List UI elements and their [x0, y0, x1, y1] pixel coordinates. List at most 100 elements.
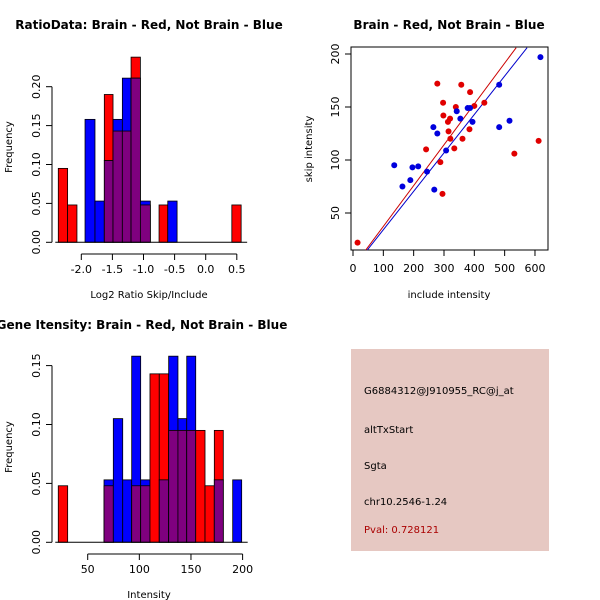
- ratio-histogram-ylabel: Frequency: [4, 121, 15, 173]
- x-tick-label: 400: [464, 262, 485, 275]
- point-not-brain: [399, 183, 406, 190]
- gene-symbol: Sgta: [364, 461, 387, 472]
- bar-brain: [158, 204, 169, 243]
- point-brain: [354, 239, 361, 246]
- point-not-brain: [431, 186, 438, 193]
- x-tick-label: 0.5: [228, 263, 246, 276]
- bar-not-brain: [122, 479, 133, 543]
- point-brain: [535, 137, 542, 144]
- point-brain: [439, 190, 446, 197]
- x-tick-label: 500: [494, 262, 515, 275]
- bar-overlap: [168, 429, 179, 543]
- point-brain: [437, 159, 444, 166]
- bar-overlap: [103, 160, 114, 243]
- y-tick-label: 150: [329, 97, 342, 118]
- p-value: Pval: 0.728121: [364, 525, 440, 536]
- bar-brain: [57, 485, 69, 543]
- point-brain: [447, 135, 454, 142]
- bar-brain: [57, 167, 69, 243]
- y-tick-label: 0.20: [30, 74, 43, 99]
- event-type: altTxStart: [364, 425, 414, 436]
- bar-not-brain: [232, 479, 243, 543]
- point-brain: [440, 99, 447, 106]
- bar-brain: [103, 94, 114, 162]
- bar-brain: [158, 373, 170, 481]
- point-brain: [481, 99, 488, 106]
- x-tick-label: 300: [433, 262, 454, 275]
- y-tick-label: 0.00: [30, 530, 43, 555]
- y-tick-label: 0.05: [30, 471, 43, 496]
- probe-id: G6884312@J910955_RC@j_at: [364, 386, 514, 397]
- y-tick-label: 100: [329, 150, 342, 171]
- x-tick-label: 150: [180, 563, 201, 576]
- ratio-histogram-title: RatioData: Brain - Red, Not Brain - Blue: [15, 18, 282, 32]
- x-tick-label: 0.0: [197, 263, 215, 276]
- intensity-scatter: Brain - Red, Not Brain - Blue include in…: [304, 18, 549, 301]
- point-not-brain: [415, 163, 422, 170]
- bar-overlap: [112, 130, 123, 243]
- point-not-brain: [434, 130, 441, 137]
- bar-not-brain: [167, 200, 178, 243]
- point-not-brain: [467, 105, 474, 112]
- bar-brain: [213, 429, 224, 481]
- point-not-brain: [409, 164, 416, 171]
- point-not-brain: [424, 168, 431, 175]
- bar-overlap: [103, 485, 114, 543]
- point-brain: [423, 146, 430, 153]
- point-not-brain: [469, 118, 476, 125]
- probe-info-panel: G6884312@J910955_RC@j_at altTxStart Sgta…: [351, 349, 549, 551]
- x-tick-label: 200: [403, 262, 424, 275]
- x-tick-label: 100: [373, 262, 394, 275]
- x-tick-label: 600: [524, 262, 545, 275]
- x-tick-label: -2.0: [71, 263, 92, 276]
- intensity-histogram-ylabel: Frequency: [4, 421, 15, 473]
- bar-overlap: [130, 77, 141, 243]
- x-tick-label: 200: [232, 563, 253, 576]
- point-not-brain: [457, 115, 464, 122]
- point-not-brain: [391, 162, 398, 169]
- point-brain: [434, 80, 441, 87]
- bar-brain: [204, 485, 215, 543]
- regression-line-brain: [365, 47, 517, 251]
- y-tick-label: 50: [329, 206, 342, 220]
- bar-brain: [130, 56, 141, 79]
- bar-overlap: [131, 485, 142, 543]
- point-not-brain: [496, 124, 503, 131]
- y-tick-label: 200: [329, 44, 342, 65]
- bar-not-brain: [94, 200, 105, 243]
- y-tick-label: 0.05: [30, 191, 43, 216]
- y-tick-label: 0.15: [30, 353, 43, 378]
- bar-brain: [67, 204, 78, 243]
- y-tick-label: 0.10: [30, 152, 43, 177]
- point-brain: [444, 118, 451, 125]
- point-not-brain: [430, 124, 437, 131]
- point-brain: [458, 81, 465, 88]
- x-tick-label: -0.5: [164, 263, 185, 276]
- point-brain: [459, 135, 466, 142]
- x-tick-label: -1.0: [133, 263, 154, 276]
- y-tick-label: 0.00: [30, 230, 43, 255]
- scatter-plot-box: [350, 46, 549, 251]
- point-brain: [511, 150, 518, 157]
- point-brain: [445, 128, 452, 135]
- x-tick-label: 50: [81, 563, 95, 576]
- point-not-brain: [453, 108, 460, 115]
- point-brain: [467, 89, 474, 96]
- genomic-location: chr10.2546-1.24: [364, 497, 448, 508]
- x-tick-label: 0: [350, 262, 357, 275]
- intensity-histogram-xlabel: Intensity: [127, 590, 171, 600]
- bar-not-brain: [112, 418, 124, 543]
- scatter-title: Brain - Red, Not Brain - Blue: [353, 18, 544, 32]
- point-not-brain: [407, 177, 414, 184]
- point-not-brain: [506, 117, 513, 124]
- x-tick-label: 100: [129, 563, 150, 576]
- bar-overlap: [177, 429, 188, 543]
- bar-overlap: [186, 429, 197, 543]
- bar-overlap: [139, 204, 151, 243]
- y-tick-label: 0.10: [30, 412, 43, 437]
- bar-brain: [149, 373, 160, 543]
- point-not-brain: [496, 81, 503, 88]
- intensity-histogram-title: Gene Itensity: Brain - Red, Not Brain - …: [0, 318, 287, 332]
- point-brain: [440, 112, 447, 119]
